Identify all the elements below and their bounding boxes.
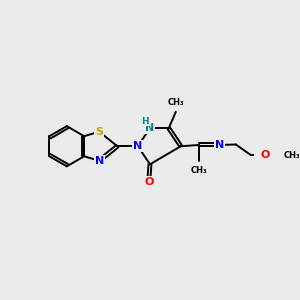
Text: N: N xyxy=(215,140,224,150)
Text: O: O xyxy=(261,150,270,160)
Text: O: O xyxy=(144,177,153,188)
Text: CH₃: CH₃ xyxy=(190,166,207,175)
Text: N: N xyxy=(145,123,154,133)
Text: CH₃: CH₃ xyxy=(284,151,300,160)
Text: N: N xyxy=(133,141,142,151)
Text: H: H xyxy=(142,117,149,126)
Text: S: S xyxy=(95,127,103,137)
Text: N: N xyxy=(94,156,104,166)
Text: CH₃: CH₃ xyxy=(168,98,184,107)
